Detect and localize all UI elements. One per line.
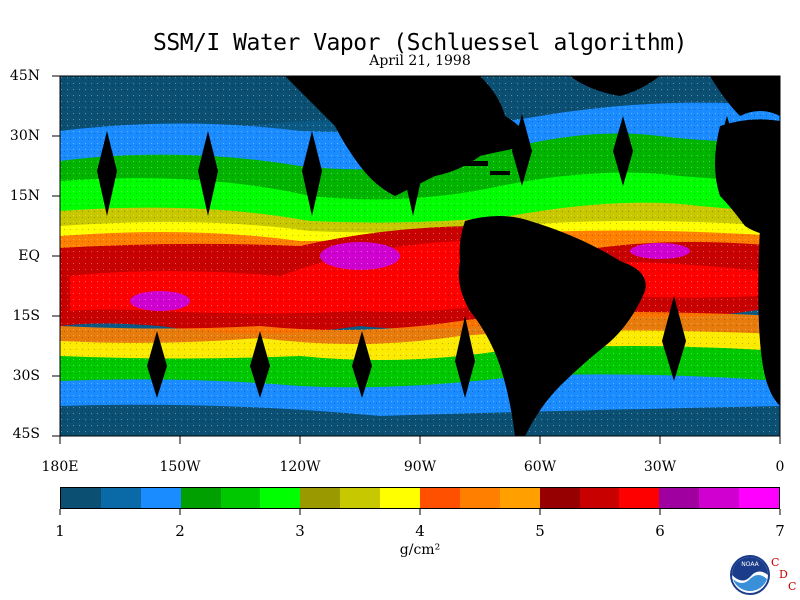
colorbar-tick-label: 1 <box>55 522 65 540</box>
colorbar-swatch <box>140 488 181 508</box>
colorbar-swatch <box>539 488 580 508</box>
lon-label: 0 <box>775 459 785 475</box>
colorbar-swatch <box>61 488 101 508</box>
lon-label: 90W <box>403 459 437 475</box>
colorbar-swatch <box>260 488 301 508</box>
lat-label: 15N <box>9 188 40 204</box>
colorbar-tick-label: 7 <box>775 522 785 540</box>
colorbar-swatch <box>619 488 660 508</box>
colorbar-tick-label: 5 <box>535 522 545 540</box>
lat-label: 15S <box>12 308 40 324</box>
colorbar-swatch <box>300 488 341 508</box>
lon-label: 150W <box>159 459 201 475</box>
water-vapor-map <box>60 76 780 436</box>
cdc-letter: D <box>779 568 788 581</box>
lat-label: 30S <box>12 368 40 384</box>
lon-label: 180E <box>41 459 79 475</box>
noaa-logo-icon[interactable]: NOAA <box>730 555 770 595</box>
colorbar-swatch <box>659 488 700 508</box>
colorbar-swatch <box>100 488 141 508</box>
colorbar <box>60 487 780 509</box>
map-graphic <box>60 76 780 436</box>
colorbar-units: g/cm² <box>399 542 441 558</box>
chart-title: SSM/I Water Vapor (Schluessel algorithm) <box>153 30 687 56</box>
colorbar-tick-label: 3 <box>295 522 305 540</box>
colorbar-tick-label: 4 <box>415 522 425 540</box>
lat-label: 30N <box>9 128 40 144</box>
colorbar-swatch <box>459 488 500 508</box>
noaa-logo-text: NOAA <box>741 561 759 568</box>
colorbar-swatch <box>739 488 780 508</box>
cdc-letter: C <box>788 580 797 593</box>
lon-label: 60W <box>523 459 557 475</box>
colorbar-swatch <box>380 488 421 508</box>
chart-date: April 21, 1998 <box>369 53 471 69</box>
cdc-letter: C <box>771 556 780 569</box>
colorbar-swatch <box>699 488 740 508</box>
colorbar-tick-label: 6 <box>655 522 665 540</box>
lat-label: 45S <box>12 426 40 442</box>
colorbar-swatch <box>340 488 381 508</box>
colorbar-swatch <box>499 488 540 508</box>
colorbar-swatch <box>420 488 460 508</box>
lon-label: 30W <box>643 459 677 475</box>
lat-label: EQ <box>18 248 40 264</box>
colorbar-swatch <box>180 488 221 508</box>
lon-label: 120W <box>279 459 321 475</box>
colorbar-swatch <box>220 488 261 508</box>
colorbar-tick-label: 2 <box>175 522 185 540</box>
colorbar-swatch <box>579 488 620 508</box>
lat-label: 45N <box>9 68 40 84</box>
